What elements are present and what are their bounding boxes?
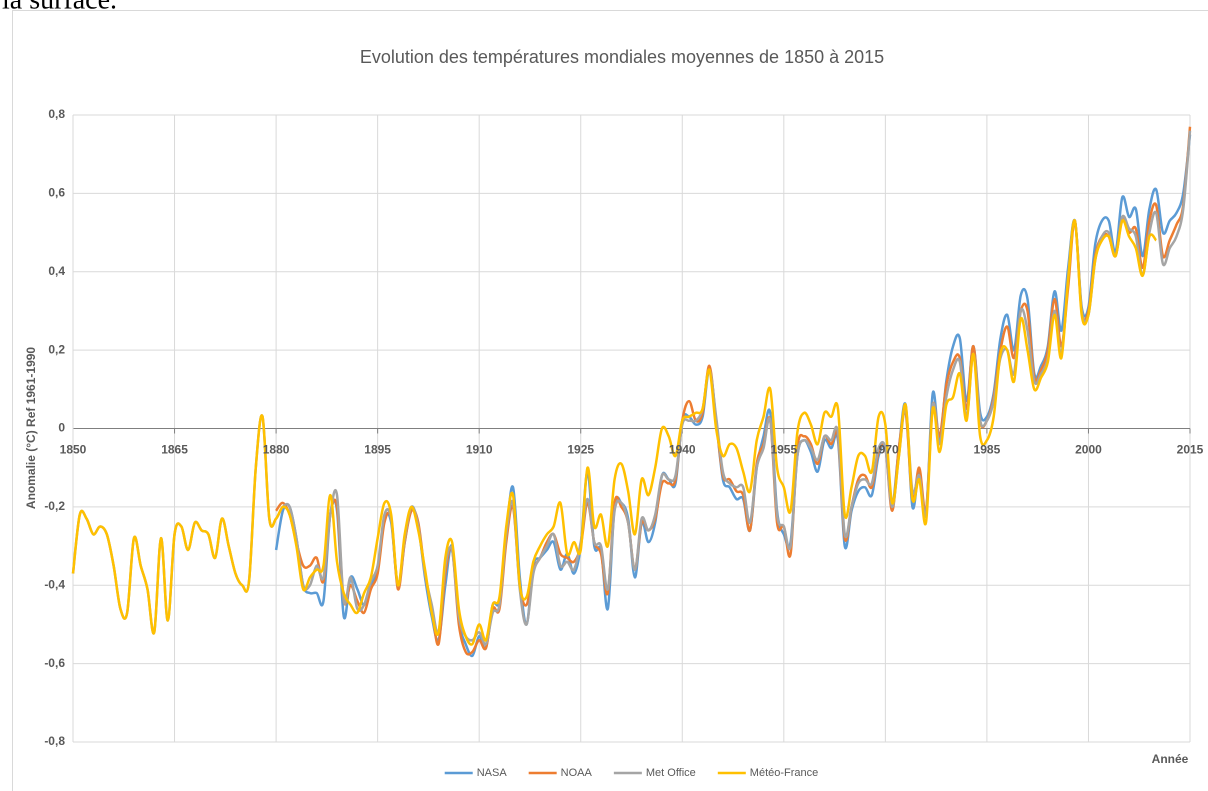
legend-item: NASA — [444, 767, 508, 779]
x-tick-label: 2000 — [1075, 443, 1102, 457]
x-tick-label: 1925 — [567, 443, 594, 457]
y-tick-label: -0,8 — [44, 734, 65, 748]
legend-label: Met Office — [646, 767, 696, 779]
legend-label: NOAA — [561, 767, 593, 779]
chart-frame — [12, 10, 1208, 791]
chart-title: Evolution des températures mondiales moy… — [360, 47, 884, 67]
legend-item: NOAA — [528, 767, 593, 779]
x-tick-label: 1880 — [263, 443, 290, 457]
legend-item: Met Office — [613, 767, 696, 779]
tick-labels: -0,8 -0,6 -0,4 -0,2 0 0,2 0,4 0,6 0,8 1850 1865 188… — [44, 107, 1203, 748]
y-tick-label: -0,2 — [44, 499, 65, 513]
legend-label: NASA — [477, 767, 508, 779]
lines — [71, 126, 1192, 658]
y-tick-label: -0,4 — [44, 577, 65, 591]
legend-item: Météo-France — [717, 767, 818, 779]
x-tick-label: 1850 — [60, 443, 87, 457]
x-tick-label: 1955 — [770, 443, 797, 457]
legend-label: Météo-France — [750, 767, 818, 779]
x-tick-label: 1865 — [161, 443, 188, 457]
legend-items: NASA NOAA Met Office Météo-France — [444, 767, 818, 779]
grid — [72, 114, 1191, 743]
x-tick-label: 1985 — [974, 443, 1001, 457]
x-tick-label: 1940 — [669, 443, 696, 457]
series-line — [71, 219, 1158, 646]
x-axis-label: Année — [1152, 752, 1189, 766]
y-tick-label: 0,4 — [48, 264, 65, 278]
legend: NASA NOAA Met Office Météo-France — [444, 767, 818, 779]
x-tick-label: 1970 — [872, 443, 899, 457]
y-tick-label: 0,2 — [48, 342, 65, 356]
y-tick-label: 0,6 — [48, 186, 65, 200]
y-tick-label: 0 — [58, 421, 65, 435]
y-axis-label: Anomalie (°C) Ref 1961-1990 — [24, 347, 38, 510]
y-tick-label: -0,6 — [44, 656, 65, 670]
x-tick-label: 1895 — [364, 443, 391, 457]
y-tick-label: 0,8 — [48, 107, 65, 121]
x-tick-label: 1910 — [466, 443, 493, 457]
x-tick-label: 2015 — [1177, 443, 1204, 457]
